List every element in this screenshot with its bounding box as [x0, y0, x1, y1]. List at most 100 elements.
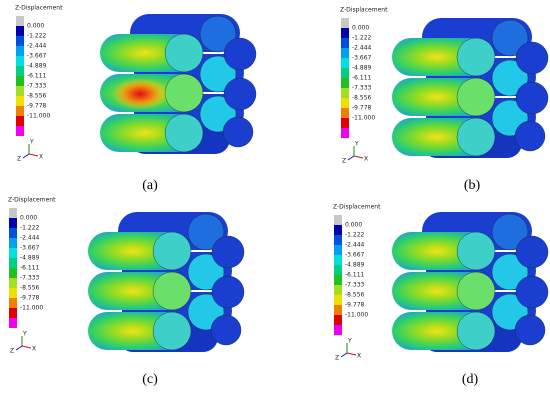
triad-label: Y	[29, 139, 34, 146]
legend-label: 0.000	[20, 215, 37, 222]
legend-swatch	[334, 325, 342, 335]
legend-label: -3.667	[27, 53, 47, 60]
legend-label: -9.778	[20, 295, 40, 302]
legend-swatch	[9, 278, 17, 288]
legend-title: Z-Displacement	[8, 197, 56, 204]
fem-model	[391, 17, 549, 159]
legend-label: -6.111	[345, 272, 365, 279]
triad-label: Y	[354, 141, 359, 148]
legend-swatch	[341, 68, 349, 78]
legend-label: -9.778	[345, 302, 365, 309]
legend-title: Z-Displacement	[15, 5, 63, 12]
legend-label: -9.778	[27, 103, 47, 110]
legend-title: Z-Displacement	[340, 7, 388, 14]
legend-label: -7.333	[20, 275, 40, 282]
legend-label: -9.778	[352, 105, 372, 112]
triad-axis	[28, 153, 39, 157]
triad-axis	[340, 352, 348, 358]
caption: (d)	[462, 372, 479, 387]
legend-swatch	[341, 78, 349, 88]
legend-swatch	[16, 26, 24, 36]
legend-swatch	[16, 116, 24, 126]
legend-label: -7.333	[345, 282, 365, 289]
legend-swatch	[9, 298, 17, 308]
legend-label: -8.556	[345, 292, 365, 299]
legend-swatch	[16, 76, 24, 86]
legend-swatch	[334, 235, 342, 245]
legend-swatch	[16, 106, 24, 116]
legend-swatch	[9, 318, 17, 328]
legend-swatch	[9, 248, 17, 258]
legend-swatch	[341, 48, 349, 58]
legend-swatch	[334, 275, 342, 285]
triad-label: X	[32, 346, 36, 353]
panel: Z-Displacement 0.000 -1.222 -2.444 -3.667 -4.…	[340, 7, 549, 193]
legend-swatch	[16, 86, 24, 96]
legend-label: -6.111	[20, 265, 40, 272]
legend-label: -1.222	[352, 35, 372, 42]
legend-label: -2.444	[345, 242, 365, 249]
panel: Z-Displacement 0.000 -1.222 -2.444 -3.667 -4.…	[8, 197, 245, 387]
legend-label: -4.889	[352, 65, 372, 72]
legend-swatch	[341, 108, 349, 118]
triad-label: Z	[17, 156, 21, 163]
caption: (a)	[142, 178, 158, 193]
legend-label: -4.889	[20, 255, 40, 262]
legend-swatch	[334, 245, 342, 255]
legend-swatch	[9, 308, 17, 318]
legend-swatch	[9, 218, 17, 228]
legend-label: -8.556	[352, 95, 372, 102]
triad-label: Z	[10, 348, 14, 355]
legend-label: -3.667	[20, 245, 40, 252]
legend-label: -2.444	[20, 235, 40, 242]
panel: Z-Displacement 0.000 -1.222 -2.444 -3.667 -4.…	[15, 5, 257, 193]
legend-swatch	[341, 98, 349, 108]
legend-swatch	[16, 66, 24, 76]
legend-swatch	[16, 96, 24, 106]
legend-label: 0.000	[345, 222, 362, 229]
legend-label: -2.444	[352, 45, 372, 52]
triad-label: Y	[22, 331, 27, 338]
legend-swatch	[16, 56, 24, 66]
legend-label: -1.222	[345, 232, 365, 239]
legend-swatch	[341, 18, 349, 28]
fem-model	[391, 211, 549, 353]
triad-axis	[22, 153, 30, 159]
triad-label: X	[364, 156, 368, 163]
legend-swatch	[334, 225, 342, 235]
caption: (b)	[464, 178, 481, 193]
legend-label: -1.222	[27, 33, 47, 40]
legend-swatch	[9, 258, 17, 268]
triad-axis	[21, 345, 32, 349]
triad-axis	[346, 352, 357, 356]
legend-label: -7.333	[27, 83, 47, 90]
legend-swatch	[16, 46, 24, 56]
legend-label: -6.111	[352, 75, 372, 82]
legend-swatch	[334, 315, 342, 325]
legend-swatch	[341, 118, 349, 128]
legend-label: -2.444	[27, 43, 47, 50]
legend-label: 0.000	[27, 23, 44, 30]
legend-swatch	[341, 38, 349, 48]
legend-label: -4.889	[345, 262, 365, 269]
legend-label: -8.556	[20, 285, 40, 292]
triad-label: Z	[342, 158, 346, 165]
legend-swatch	[9, 208, 17, 218]
legend-swatch	[334, 255, 342, 265]
triad-label: X	[357, 353, 361, 360]
caption: (c)	[142, 372, 158, 387]
legend-swatch	[334, 215, 342, 225]
legend-label: -1.222	[20, 225, 40, 232]
triad-axis	[347, 155, 355, 161]
fem-model	[87, 211, 245, 353]
legend-label: 0.000	[352, 25, 369, 32]
legend-swatch	[9, 228, 17, 238]
legend-label: -11.000	[27, 113, 50, 120]
legend-swatch	[16, 36, 24, 46]
legend-swatch	[334, 265, 342, 275]
legend-label: -6.111	[27, 73, 47, 80]
triad-label: Z	[335, 355, 339, 362]
legend-swatch	[341, 88, 349, 98]
legend-swatch	[334, 285, 342, 295]
